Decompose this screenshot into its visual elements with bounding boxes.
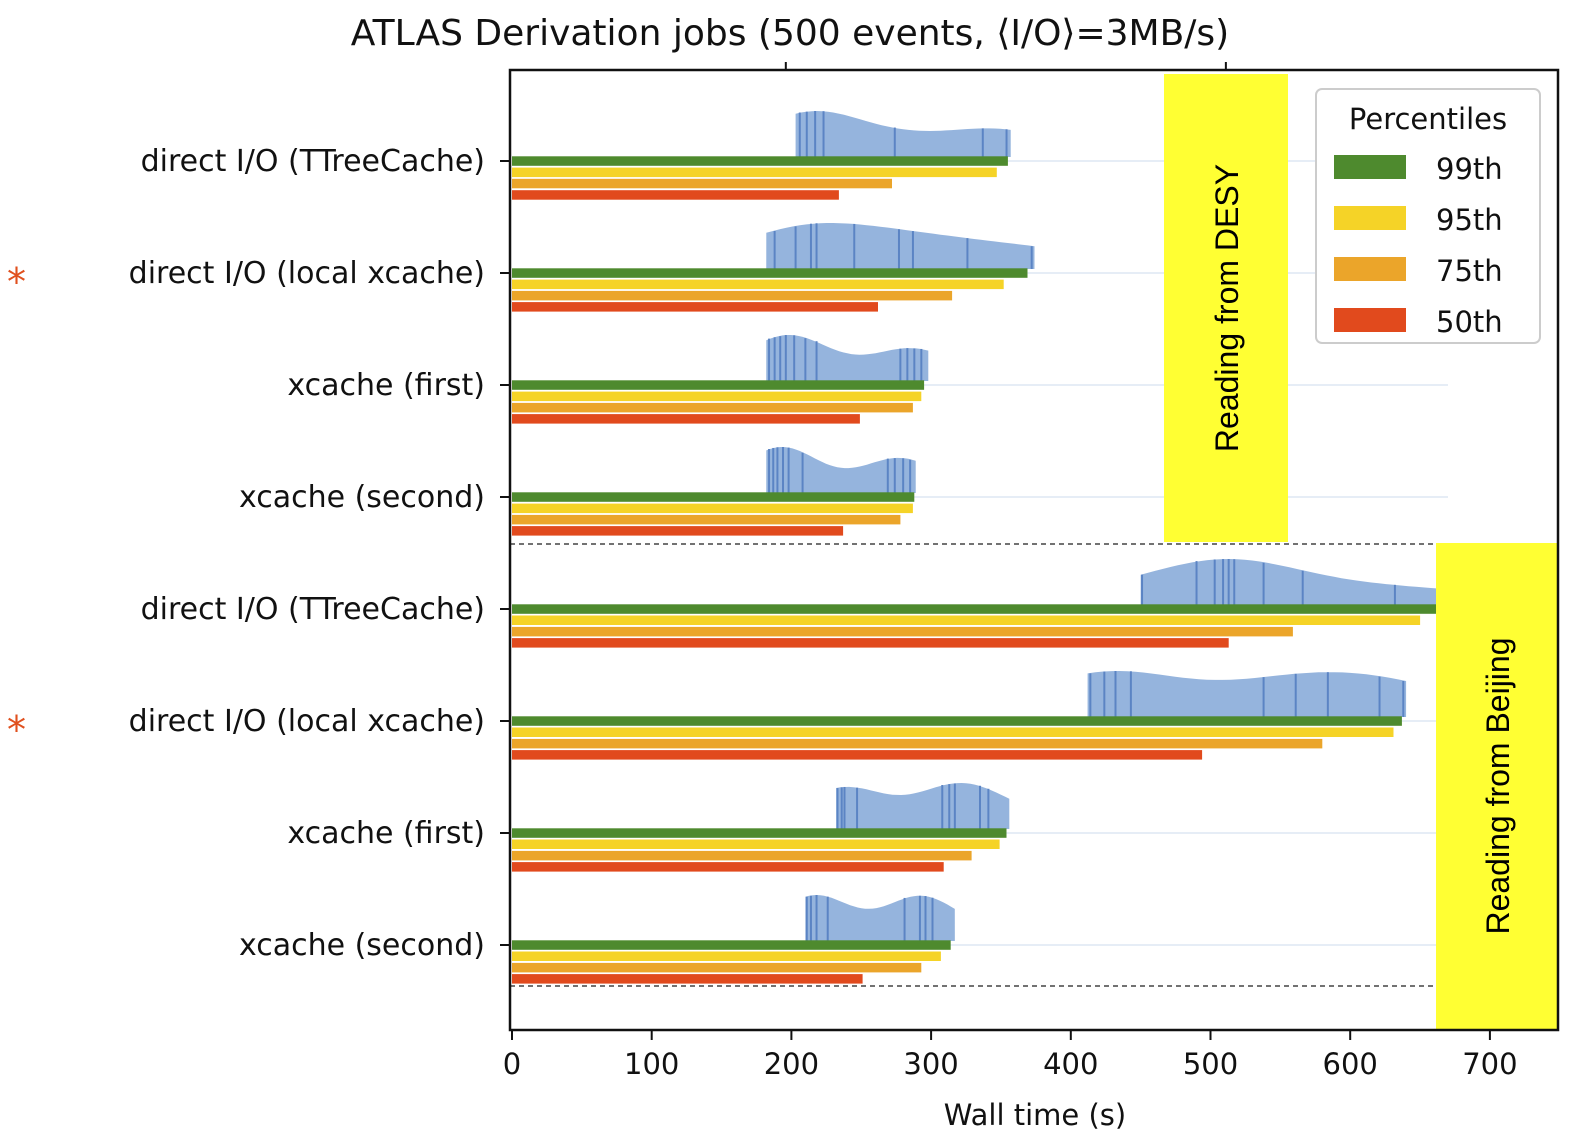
bar-50th [512,414,860,424]
category-label: direct I/O (local xcache) [129,256,485,291]
category-label: direct I/O (local xcache) [129,704,485,739]
legend-swatch-99th [1334,155,1406,179]
bar-95th [512,391,922,402]
distribution-shape [836,783,1010,829]
bar-75th [512,514,901,525]
distribution-shape [805,895,955,941]
bar-99th [512,940,951,950]
bar-50th [512,750,1203,760]
region-label: Reading from DESY [1209,164,1245,452]
bar-99th [512,716,1402,726]
bar-99th [512,380,925,390]
category-label: xcache (second) [239,928,485,963]
bar-75th [512,850,972,861]
bar-50th [512,974,863,984]
legend-title: Percentiles [1349,102,1507,136]
bar-75th [512,962,922,973]
star-icon: * [7,708,26,752]
bar-50th [512,302,878,312]
category-label: xcache (second) [239,480,485,515]
bar-99th [512,828,1007,838]
legend-label-95th: 95th [1436,203,1503,237]
legend-label-99th: 99th [1436,152,1503,186]
bar-75th [512,290,953,301]
bar-75th [512,626,1293,637]
bar-50th [512,638,1229,648]
bar-75th [512,178,892,189]
bar-95th [512,615,1421,625]
bar-50th [512,190,839,200]
legend-swatch-75th [1334,257,1406,281]
category-label: direct I/O (TTreeCache) [141,144,485,179]
x-tick-label: 700 [1462,1047,1517,1081]
x-tick-label: 600 [1323,1047,1378,1081]
distribution-shape [1140,559,1439,605]
bar-95th [512,839,1000,849]
bar-75th [512,402,913,413]
bar-95th [512,951,941,961]
legend: Percentiles 99th 95th 75th 50th [1315,88,1541,344]
x-tick-label: 100 [624,1047,679,1081]
bar-50th [512,862,944,872]
bar-95th [512,167,997,178]
bar-50th [512,526,844,536]
x-tick-label: 500 [1183,1047,1238,1081]
x-tick-label: 400 [1043,1047,1098,1081]
category-label: direct I/O (TTreeCache) [141,592,485,627]
bar-99th [512,604,1439,614]
bar-95th [512,503,913,514]
x-axis-label: Wall time (s) [944,1098,1126,1132]
legend-label-75th: 75th [1436,254,1503,288]
chart-title: ATLAS Derivation jobs (500 events, ⟨I/O⟩… [351,13,1229,54]
distribution-shape [766,223,1035,269]
bar-99th [512,156,1008,166]
x-tick-label: 200 [764,1047,819,1081]
star-icon: * [7,260,26,304]
bar-95th [512,727,1394,737]
legend-swatch-95th [1334,206,1406,230]
legend-label-50th: 50th [1436,305,1503,339]
x-tick-label: 0 [503,1047,521,1081]
distribution-shape [766,335,929,381]
distribution-shape [766,447,916,493]
legend-swatch-50th [1334,308,1406,332]
x-tick-label: 300 [903,1047,958,1081]
region-highlight-box [1164,74,1288,542]
bar-99th [512,268,1028,278]
bar-75th [512,738,1323,749]
category-label: xcache (first) [287,816,485,851]
region-label: Reading from Beijing [1480,637,1516,934]
region-highlight-box [1436,543,1558,1029]
category-label: xcache (first) [287,368,485,403]
bar-99th [512,492,915,502]
bar-95th [512,279,1004,290]
distribution-shape [1087,671,1407,717]
distribution-shape [795,111,1011,157]
plot-frame [508,68,1560,1032]
